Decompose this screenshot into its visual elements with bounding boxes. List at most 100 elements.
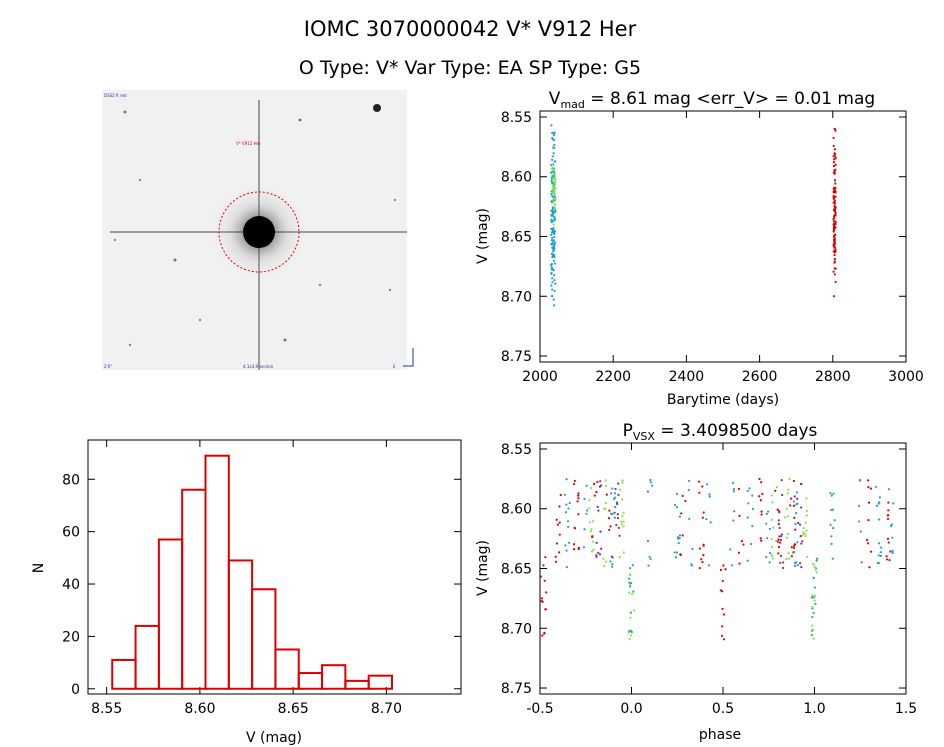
light-curve-x-label: Barytime (days)	[667, 392, 779, 408]
phase-curve-point	[702, 511, 705, 514]
phase-curve-point	[860, 561, 863, 564]
phase-curve-y-label: V (mag)	[475, 540, 491, 596]
phase-curve-point	[891, 536, 894, 539]
phase-curve-point	[616, 517, 620, 520]
phase-curve-point	[770, 494, 773, 497]
phase-curve-point	[649, 478, 652, 482]
phase-curve-point	[793, 516, 796, 519]
target-aperture-circle	[218, 191, 300, 273]
phase-curve-point	[568, 502, 571, 505]
phase-curve-point	[565, 566, 568, 569]
phase-curve-point	[866, 479, 870, 482]
phase-curve-point	[811, 563, 815, 566]
phase-curve-point	[630, 630, 633, 634]
light-curve-point	[550, 284, 553, 287]
phase-curve-point	[746, 516, 749, 519]
phase-curve-point	[859, 530, 862, 533]
phase-curve-point	[544, 556, 547, 559]
phase-curve-point	[771, 501, 774, 504]
phase-curve-point	[567, 507, 570, 510]
phase-curve-point	[790, 546, 793, 549]
phase-curve-point	[732, 490, 735, 493]
phase-curve-y-tick-label: 8.60	[501, 502, 532, 518]
phase-curve-point	[768, 552, 772, 555]
phase-curve-point	[778, 535, 781, 538]
light-curve-point	[833, 179, 837, 182]
histogram-y-tick-label: 0	[71, 682, 80, 698]
phase-curve-point	[611, 487, 614, 490]
phase-curve-point	[629, 634, 633, 637]
phase-curve-point	[793, 495, 796, 498]
light-curve-point	[550, 124, 553, 127]
histogram-bar	[274, 648, 300, 690]
light-curve-point	[553, 143, 556, 147]
phase-curve-point	[706, 483, 709, 486]
phase-curve-point	[632, 590, 635, 593]
phase-curve-point	[678, 534, 682, 537]
phase-curve-point	[577, 547, 580, 551]
light-curve-point	[554, 196, 557, 200]
phase-curve-y-tick-label: 8.75	[501, 681, 532, 697]
phase-curve-point	[558, 551, 561, 554]
phase-curve-point	[604, 501, 608, 505]
light-curve-point	[552, 152, 555, 155]
phase-curve-point	[701, 485, 704, 488]
phase-curve-point	[800, 565, 803, 569]
phase-curve-point	[780, 533, 784, 536]
histogram-y-tick-label: 80	[62, 472, 80, 488]
phase-curve-x-tick-label: 1.0	[803, 701, 825, 717]
light-curve-point	[551, 218, 554, 221]
phase-curve-point	[681, 494, 684, 497]
phase-curve-point	[776, 508, 779, 511]
phase-curve-point	[760, 510, 763, 513]
light-curve-point	[833, 188, 836, 191]
light-curve-point	[552, 259, 556, 262]
phase-curve-point	[770, 554, 774, 558]
phase-curve-point	[751, 494, 754, 497]
light-curve-point	[552, 239, 556, 242]
phase-curve-point	[811, 615, 814, 619]
phase-curve-point	[796, 541, 799, 544]
sky-image-panel: DSS2 R red V* V912 Her 2'0" 4.1x3.9 arcm…	[102, 90, 414, 370]
phase-curve-point	[701, 516, 704, 519]
light-curve-point	[834, 156, 837, 159]
light-curve-point	[833, 261, 836, 264]
phase-curve-point	[792, 479, 795, 483]
light-curve-x-tick-label: 2000	[522, 369, 558, 385]
phase-curve-point	[680, 512, 683, 515]
light-curve-point	[833, 273, 836, 276]
phase-curve-point	[621, 514, 624, 517]
light-curve-point	[551, 201, 555, 204]
phase-curve-point	[732, 488, 736, 491]
light-curve-point	[552, 145, 555, 148]
phase-curve-point	[721, 607, 724, 610]
light-curve-point	[832, 158, 836, 161]
light-curve-point	[552, 223, 556, 226]
phase-curve-point	[681, 534, 684, 537]
light-curve-point	[553, 255, 556, 259]
light-curve-point	[550, 221, 553, 224]
light-curve-point	[833, 234, 836, 237]
phase-curve-point	[630, 592, 634, 596]
light-curve-point	[551, 236, 554, 239]
phase-curve-point	[737, 487, 741, 490]
phase-curve-point	[615, 501, 618, 504]
phase-curve-point	[708, 495, 711, 498]
phase-curve-point	[622, 511, 625, 514]
light-curve-point	[552, 163, 555, 166]
light-curve-point	[832, 191, 835, 194]
phase-curve-point	[812, 576, 815, 580]
phase-curve-point	[776, 540, 779, 543]
phase-curve-point	[830, 508, 833, 512]
light-curve-point	[833, 222, 836, 225]
phase-curve-point	[794, 522, 797, 525]
light-curve-point	[834, 168, 837, 171]
light-curve-point	[834, 182, 837, 185]
phase-curve-point	[722, 638, 726, 641]
phase-curve-point	[589, 486, 592, 490]
phase-curve-point	[600, 547, 603, 550]
light-curve-point	[832, 155, 835, 158]
light-curve-point	[552, 228, 555, 231]
light-curve-point	[550, 239, 554, 242]
